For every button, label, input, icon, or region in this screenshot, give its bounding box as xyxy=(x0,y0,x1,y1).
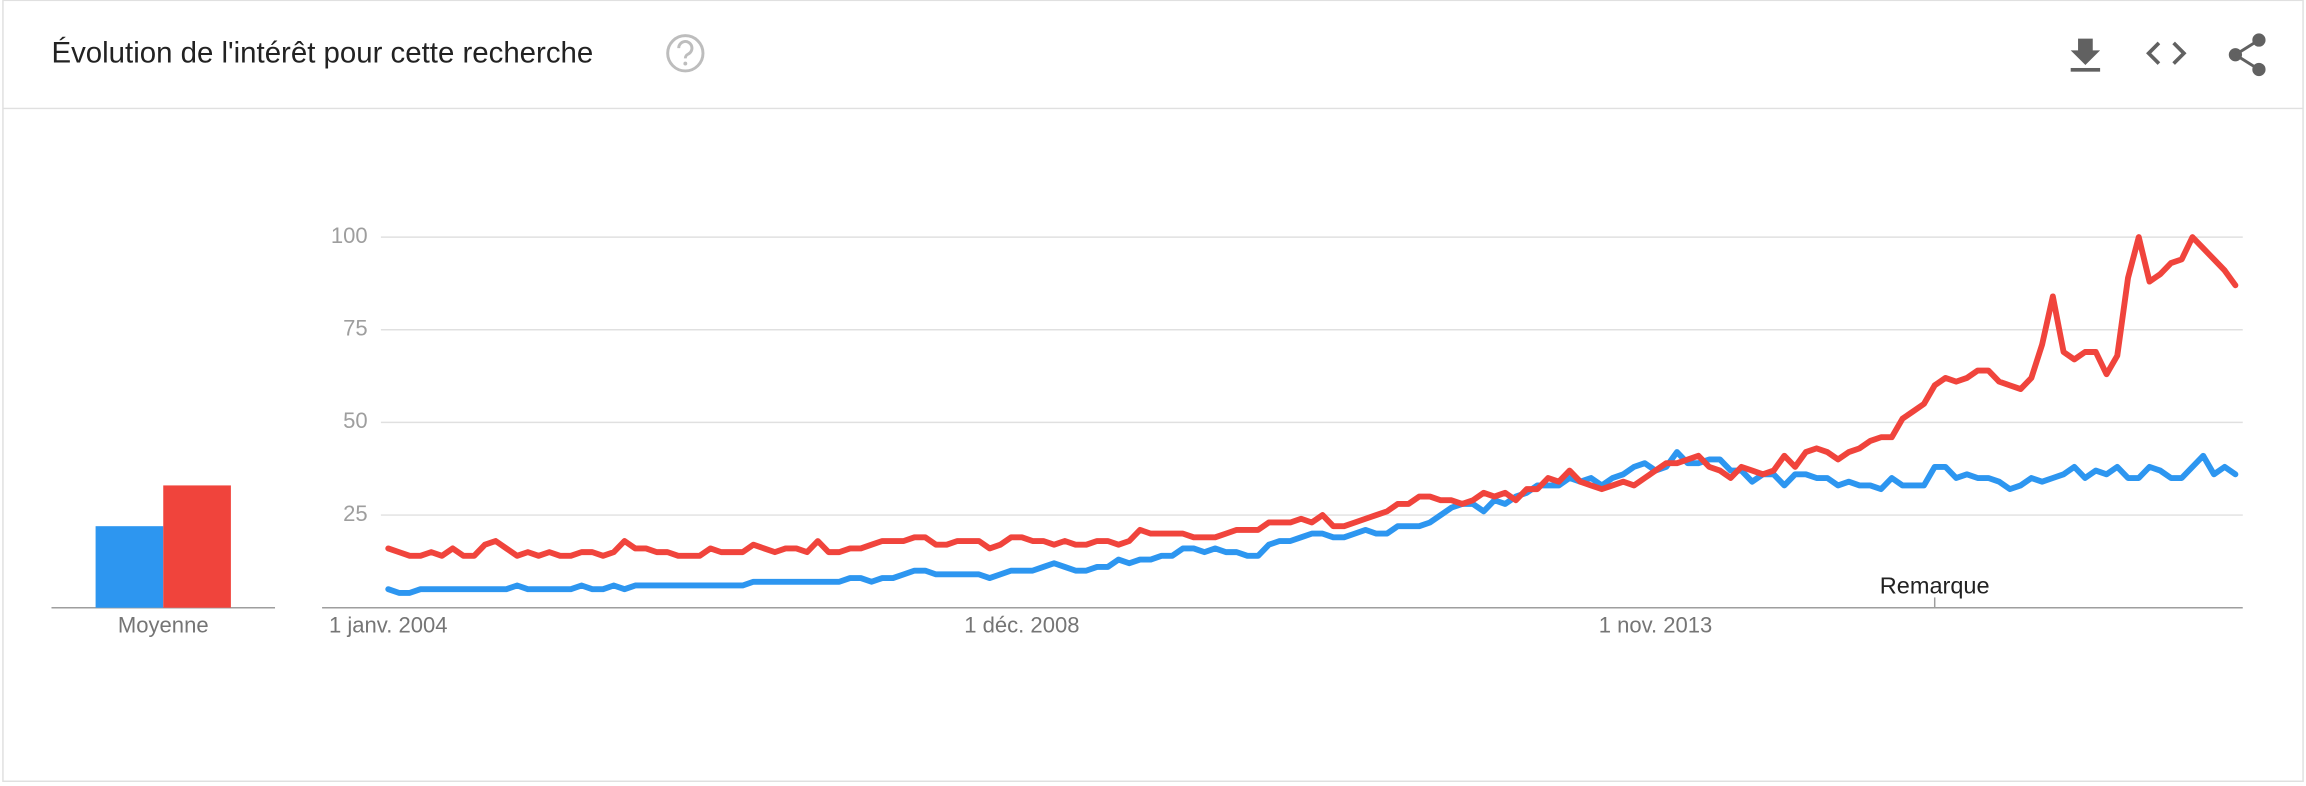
x-tick-label: 1 janv. 2004 xyxy=(329,613,448,638)
x-tick-label: 1 déc. 2008 xyxy=(964,613,1079,638)
x-tick-label: 1 nov. 2013 xyxy=(1599,613,1713,638)
annotation-label: Remarque xyxy=(1880,572,1990,598)
help-icon[interactable] xyxy=(666,34,705,73)
y-tick-label: 25 xyxy=(343,501,368,526)
embed-icon[interactable] xyxy=(2146,41,2187,65)
y-tick-label: 50 xyxy=(343,408,368,433)
plot: 25 50 75 100 1 janv. 2004 1 déc. 2008 1 nov. 2… xyxy=(51,223,2243,638)
average-bar xyxy=(163,485,231,608)
y-tick-label: 100 xyxy=(331,223,368,248)
series-line xyxy=(385,449,2239,596)
series-line xyxy=(385,234,2239,559)
share-icon[interactable] xyxy=(2228,33,2266,77)
chart-title: Évolution de l'intérêt pour cette recher… xyxy=(51,37,593,70)
y-tick-label: 75 xyxy=(343,316,368,341)
average-label: Moyenne xyxy=(118,613,209,638)
download-icon[interactable] xyxy=(2070,38,2101,72)
average-bar xyxy=(95,526,164,608)
